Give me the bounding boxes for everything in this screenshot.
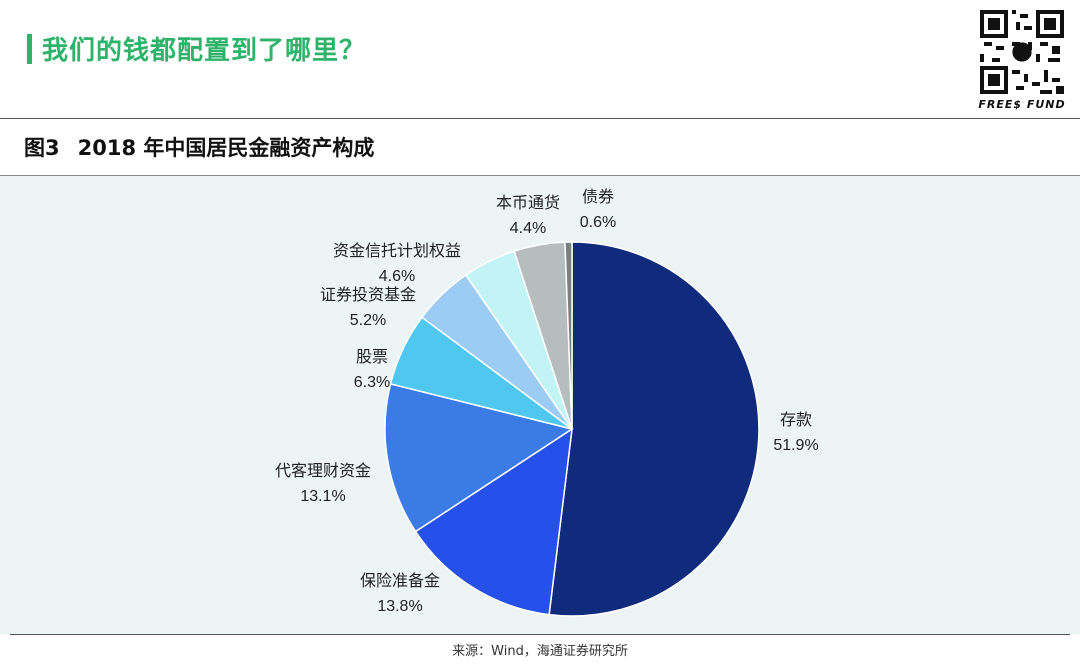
slice-value-label: 51.9% bbox=[773, 437, 818, 454]
pie-slice bbox=[564, 241, 573, 430]
figure-title: 图3 2018 年中国居民金融资产构成 bbox=[24, 132, 374, 162]
slice-name-label: 证券投资基金 bbox=[320, 285, 416, 304]
slice-value-label: 4.4% bbox=[510, 220, 546, 237]
pie-slice bbox=[548, 241, 760, 617]
figure-title-text: 2018 年中国居民金融资产构成 bbox=[77, 136, 375, 160]
page-title: 我们的钱都配置到了哪里？ bbox=[42, 36, 367, 66]
figure-header: 图3 2018 年中国居民金融资产构成 bbox=[0, 118, 1080, 176]
chart-area: 存款 51.9% 保险准备金 13.8% 代客理财资金 13.1% 股票 6.3% 证券投资基金… bbox=[0, 176, 1080, 634]
slice-name-label: 资金信托计划权益 bbox=[333, 241, 461, 260]
slice-name-label: 债券 bbox=[582, 187, 614, 206]
qr-code-icon bbox=[980, 10, 1064, 94]
brand-logo: FREE$ FUND bbox=[978, 10, 1066, 120]
pie-slice bbox=[414, 427, 573, 616]
source-note: 来源：Wind，海通证券研究所 bbox=[452, 644, 628, 659]
footer-divider bbox=[10, 634, 1070, 635]
title-accent-bar bbox=[27, 34, 32, 64]
slice-name-label: 保险准备金 bbox=[360, 571, 440, 590]
top-bar: 我们的钱都配置到了哪里？ bbox=[0, 0, 1080, 120]
slice-value-label: 13.8% bbox=[377, 598, 422, 615]
slice-name-label: 股票 bbox=[356, 347, 388, 366]
slice-name-label: 本币通货 bbox=[496, 193, 560, 212]
slice-value-label: 5.2% bbox=[350, 312, 386, 329]
slice-value-label: 6.3% bbox=[354, 374, 390, 391]
slice-name-label: 存款 bbox=[780, 410, 812, 429]
brand-logo-text: FREE$ FUND bbox=[978, 98, 1066, 111]
figure-number: 图3 bbox=[24, 136, 60, 160]
slice-value-label: 13.1% bbox=[300, 488, 345, 505]
slice-value-label: 0.6% bbox=[580, 214, 616, 231]
pie-slice bbox=[384, 382, 574, 533]
slice-name-label: 代客理财资金 bbox=[275, 461, 371, 480]
pie-chart: 存款 51.9% 保险准备金 13.8% 代客理财资金 13.1% 股票 6.3% 证券投资基金… bbox=[275, 187, 819, 617]
slice-value-label: 4.6% bbox=[379, 268, 415, 285]
